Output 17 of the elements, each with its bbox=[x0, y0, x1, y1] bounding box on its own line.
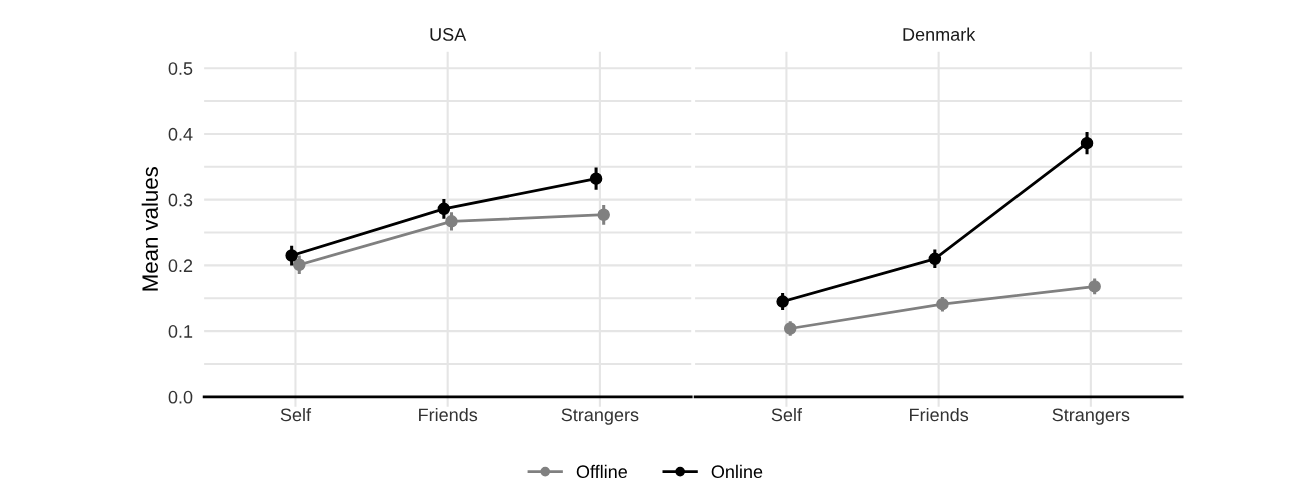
x-tick-label: Strangers bbox=[1052, 408, 1130, 425]
chart-title: USA bbox=[430, 28, 467, 41]
x-tick-label: Strangers bbox=[561, 408, 639, 425]
y-tick-label: 0.5 bbox=[168, 62, 193, 75]
legend-label: Offline bbox=[576, 464, 627, 479]
y-tick-label: 0.4 bbox=[168, 127, 193, 141]
x-tick-label: Friends bbox=[910, 407, 969, 422]
y-tick-label: 0.1 bbox=[168, 325, 193, 338]
y-axis-title: Mean values bbox=[141, 167, 158, 291]
y-tick-label: 0.0 bbox=[168, 390, 193, 404]
x-tick-label: Self bbox=[771, 407, 803, 422]
legend-label: Online bbox=[711, 464, 763, 479]
chart-title: Denmark bbox=[903, 27, 976, 41]
x-tick-label: Friends bbox=[419, 407, 478, 422]
y-tick-label: 0.3 bbox=[168, 193, 193, 207]
y-tick-label: 0.2 bbox=[168, 259, 193, 273]
x-tick-label: Self bbox=[280, 407, 312, 422]
